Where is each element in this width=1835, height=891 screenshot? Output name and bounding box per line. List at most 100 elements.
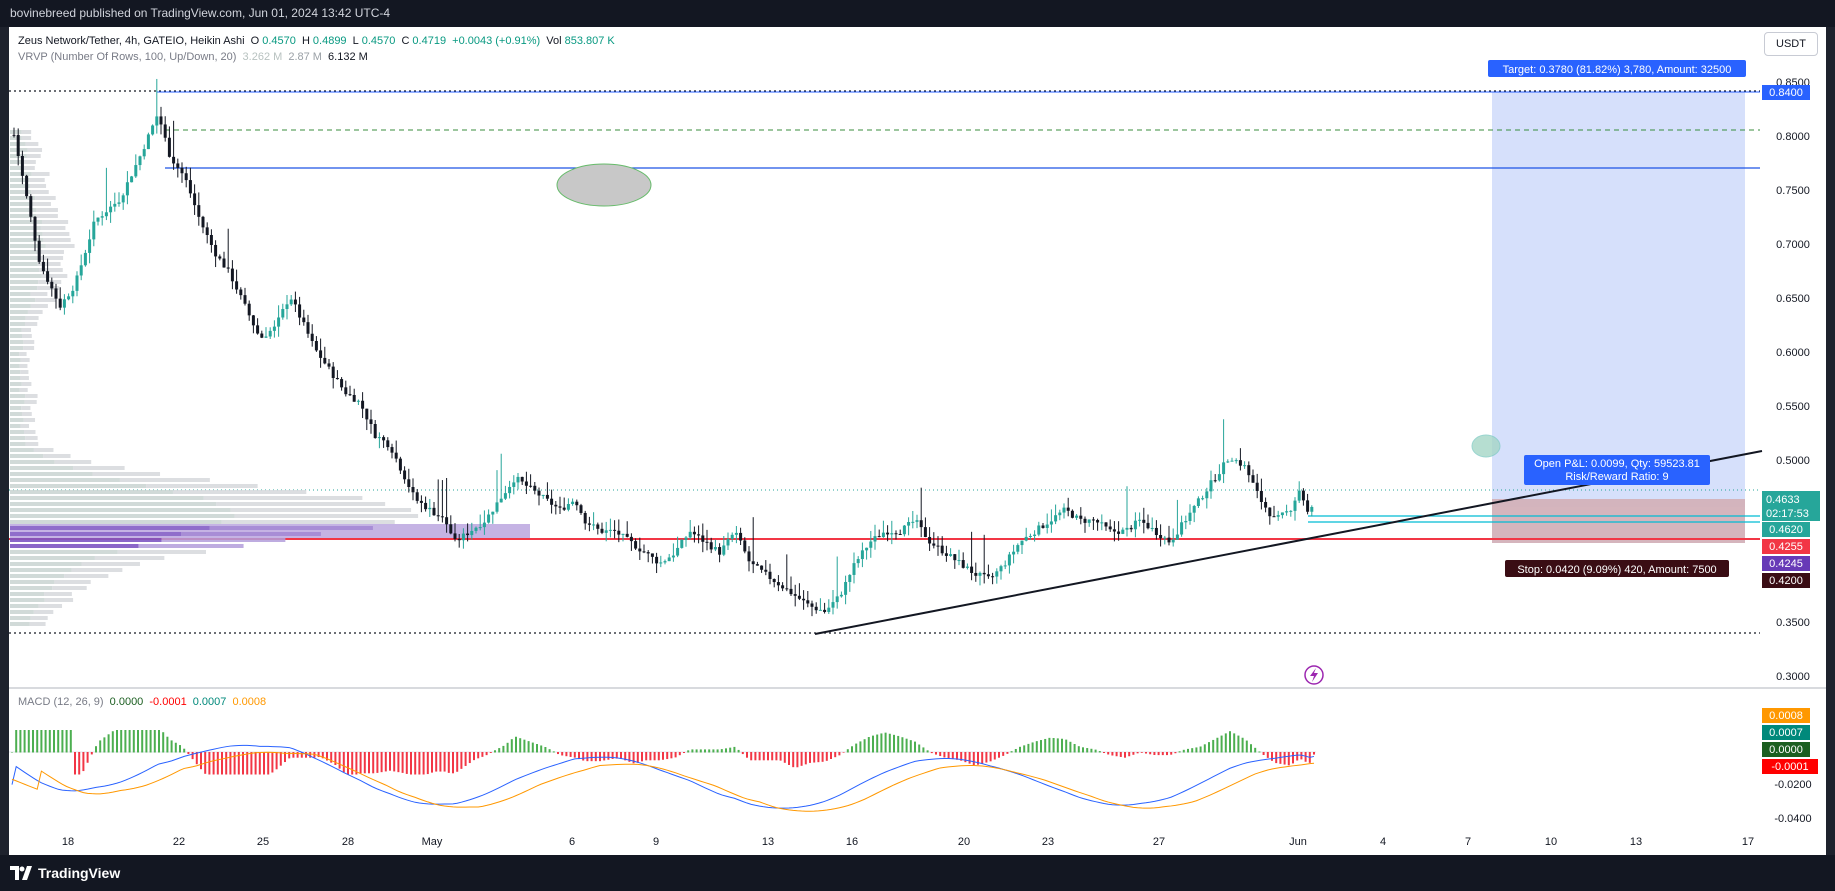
macd-label-0000[interactable]: 0.0000 <box>1762 742 1810 757</box>
lightning-icon[interactable] <box>1304 665 1324 685</box>
macd-histogram-bar <box>263 752 265 775</box>
macd-histogram-bar <box>620 752 622 759</box>
stop-label[interactable]: Stop: 0.0420 (9.09%) 420, Amount: 7500 <box>1505 560 1729 577</box>
candle-body <box>25 175 29 197</box>
vrvp-legend[interactable]: VRVP (Number Of Rows, 100, Up/Down, 20) … <box>18 51 371 63</box>
volume-profile-row-up <box>10 556 95 560</box>
macd-histogram-bar <box>1069 741 1072 753</box>
volume-profile-row-up <box>10 316 26 320</box>
candle-body <box>46 271 50 282</box>
candle-body <box>747 551 751 562</box>
candle-body <box>457 538 461 541</box>
candle-body <box>302 317 306 323</box>
macd-histogram-bar <box>15 730 18 753</box>
target-label[interactable]: Target: 0.3780 (81.82%) 3,780, Amount: 3… <box>1488 60 1746 77</box>
candles <box>12 78 1314 617</box>
candle-body <box>12 134 16 136</box>
candle-body <box>940 545 944 554</box>
candle-body <box>151 125 155 135</box>
volume-profile-row-up <box>10 580 55 584</box>
volume-profile-row-up <box>10 430 25 434</box>
candle-body <box>949 554 953 556</box>
macd-histogram-bar <box>468 752 471 764</box>
macd-histogram-bar <box>288 752 291 759</box>
macd-label-neg0001[interactable]: -0.0001 <box>1762 759 1818 774</box>
candle-body <box>310 333 314 342</box>
candle-body <box>352 394 356 402</box>
candle-body <box>193 193 197 206</box>
volume-profile-row-up <box>10 424 21 428</box>
volume-profile-row-down <box>32 202 51 206</box>
macd-legend[interactable]: MACD (12, 26, 9) 0.0000 -0.0001 0.0007 0… <box>18 696 269 708</box>
tradingview-logo[interactable]: TradingView <box>10 865 120 881</box>
target-zone[interactable] <box>1492 92 1745 507</box>
volume-profile-row-up <box>10 262 38 266</box>
time-tick: 16 <box>846 836 858 848</box>
currency-button[interactable]: USDT <box>1764 32 1818 56</box>
candle-body <box>915 520 919 522</box>
macd-histogram-bar <box>158 730 160 753</box>
macd-label-0008[interactable]: 0.0008 <box>1762 708 1810 723</box>
symbol-name: Zeus Network/Tether, 4h, GATEIO, Heikin … <box>18 35 245 47</box>
macd-histogram-bar <box>187 752 190 755</box>
candle-body <box>571 501 575 505</box>
small-circle-marker[interactable] <box>1471 434 1501 458</box>
macd-histogram-bar <box>578 752 580 760</box>
macd-histogram-bar <box>754 752 757 761</box>
macd-histogram-bar <box>1052 738 1055 753</box>
candle-body <box>100 216 104 218</box>
symbol-legend[interactable]: Zeus Network/Tether, 4h, GATEIO, Heikin … <box>18 35 618 47</box>
candle-body <box>104 212 108 217</box>
macd-histogram-bar <box>968 752 971 764</box>
candle-body <box>184 173 188 181</box>
macd-histogram-bar <box>489 752 492 753</box>
macd-histogram-bar <box>767 752 769 761</box>
price-tick: 0.7000 <box>1776 239 1810 251</box>
candle-body <box>356 400 360 402</box>
volume-profile-row-down <box>35 196 56 200</box>
time-axis[interactable]: 18 22 25 28 May 6 9 13 16 20 23 27 Jun 4… <box>62 836 1754 848</box>
high-value: 0.4899 <box>312 35 347 47</box>
price-label-8400[interactable]: 0.8400 <box>1762 85 1810 100</box>
highlight-ellipse[interactable] <box>556 163 652 207</box>
pnl-label[interactable]: Open P&L: 0.0099, Qty: 59523.81 Risk/Rew… <box>1524 455 1710 485</box>
candle-body <box>558 506 562 508</box>
macd-axis[interactable]: -0.0200 -0.0400 <box>1774 779 1811 825</box>
macd-histogram-bar <box>590 752 593 762</box>
price-label-4200[interactable]: 0.4200 <box>1762 573 1810 588</box>
volume-profile-row-up <box>10 586 53 590</box>
volume-profile-row-down <box>146 484 258 488</box>
volume-profile-row-down <box>29 622 46 626</box>
close-value: 0.4719 <box>412 35 447 47</box>
candle-body <box>235 281 239 290</box>
candle-body <box>650 553 654 557</box>
volume-profile-row-down <box>36 214 58 218</box>
price-label-current[interactable]: 0.4633 02:17:53 <box>1762 491 1820 521</box>
candle-body <box>1306 500 1310 512</box>
macd-histogram-bar <box>23 730 26 753</box>
price-label-4620[interactable]: 0.4620 <box>1762 522 1810 537</box>
price-label-4245[interactable]: 0.4245 <box>1762 556 1810 571</box>
candle-body <box>41 261 45 272</box>
candle-body <box>172 156 176 164</box>
price-axis[interactable]: 0.8500 0.8000 0.7500 0.7000 0.6500 0.600… <box>1776 77 1810 683</box>
open-label: O <box>250 35 260 47</box>
candle-body <box>613 529 617 531</box>
macd-histogram-bar <box>53 730 55 753</box>
volume-profile-row-up <box>10 334 22 338</box>
candle-body <box>692 531 696 535</box>
candle-body <box>176 163 180 168</box>
macd-histogram-bar <box>733 746 736 753</box>
volume-profile-row-down <box>20 358 30 362</box>
macd-histogram-bar <box>61 730 64 753</box>
volume-profile-row-up <box>10 400 25 404</box>
price-label-4255[interactable]: 0.4255 <box>1762 539 1810 554</box>
macd-label-0007[interactable]: 0.0007 <box>1762 725 1810 740</box>
candle-body <box>667 557 671 562</box>
macd-histogram-bar <box>170 740 173 753</box>
macd-histogram-bar <box>452 752 454 774</box>
candle-body <box>163 124 167 138</box>
change-value: +0.0043 (+0.91%) <box>452 35 541 47</box>
macd-histogram-bar <box>1082 747 1084 753</box>
